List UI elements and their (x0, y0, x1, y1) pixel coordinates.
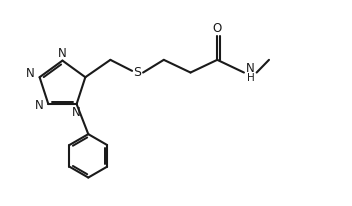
Text: H: H (247, 73, 254, 83)
Text: N: N (34, 99, 43, 112)
Text: N: N (246, 62, 255, 75)
Text: N: N (58, 47, 67, 60)
Text: N: N (26, 67, 34, 80)
Text: S: S (133, 66, 141, 79)
Text: O: O (213, 22, 222, 35)
Text: N: N (72, 106, 81, 119)
